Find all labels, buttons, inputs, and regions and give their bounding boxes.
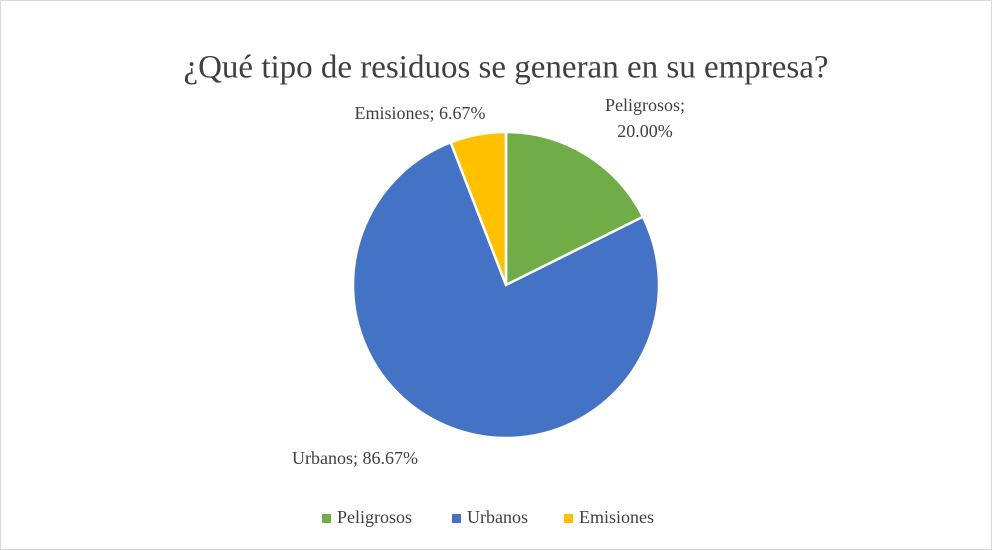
legend-label: Emisiones xyxy=(579,507,654,527)
chart-title: ¿Qué tipo de residuos se generan en su e… xyxy=(183,50,828,86)
legend-label: Urbanos xyxy=(467,507,528,527)
pie-slice xyxy=(504,130,645,288)
data-label: Emisiones; 6.67% xyxy=(354,103,486,123)
legend-swatch xyxy=(322,514,331,523)
data-label: Peligrosos; 20.00% xyxy=(604,95,685,141)
pie-slice xyxy=(449,130,508,286)
legend-swatch xyxy=(564,514,573,523)
pie-slice xyxy=(351,140,661,440)
legend-swatch xyxy=(452,514,461,523)
data-label: Urbanos; 86.67% xyxy=(292,448,418,468)
legend-label: Peligrosos xyxy=(337,507,412,527)
